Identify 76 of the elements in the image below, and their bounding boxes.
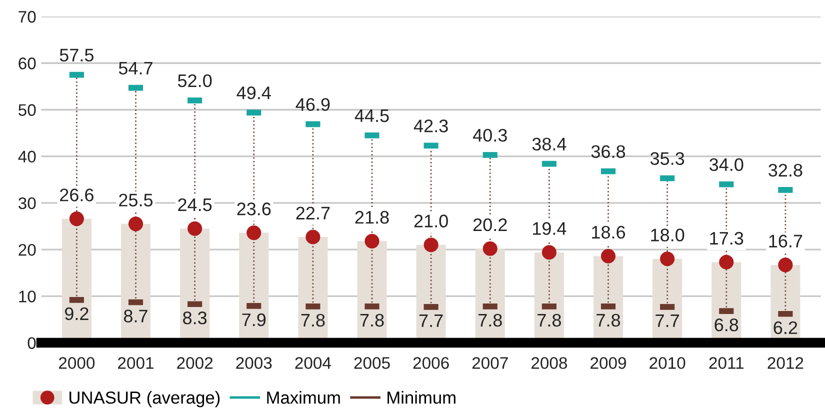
- x-tick-label: 2007: [472, 357, 508, 369]
- data-label: 7.8: [596, 314, 620, 327]
- y-tick-label: 70: [18, 10, 36, 23]
- data-label: 7.9: [242, 313, 266, 326]
- legend-label: Minimum: [388, 391, 456, 404]
- x-tick-label: 2005: [354, 357, 390, 369]
- data-label: 16.7: [769, 234, 802, 248]
- data-label: 18.0: [651, 228, 684, 242]
- data-label: 35.3: [650, 152, 684, 165]
- data-label: 36.8: [591, 145, 626, 158]
- data-label: 20.2: [473, 218, 507, 232]
- data-label: 42.3: [414, 120, 448, 132]
- x-tick-label: 2010: [650, 357, 686, 369]
- legend-label: Maximum: [267, 391, 340, 404]
- data-label: 24.5: [178, 198, 212, 212]
- point: [778, 258, 793, 272]
- point: [128, 216, 144, 232]
- data-label: 18.6: [592, 226, 626, 239]
- data-label: 44.5: [354, 109, 389, 122]
- data-label: 17.3: [710, 232, 744, 245]
- x-tick-label: 2011: [709, 357, 744, 369]
- y-tick-label: 50: [18, 104, 36, 116]
- data-label: 7.7: [656, 314, 679, 327]
- x-tick-label: 2008: [531, 357, 568, 369]
- data-label: 7.7: [419, 314, 443, 327]
- y-tick-label: 40: [18, 150, 36, 163]
- data-label: 6.2: [774, 321, 798, 334]
- point: [306, 230, 320, 244]
- y-tick-label: 0: [28, 337, 36, 349]
- data-label: 8.3: [183, 312, 207, 324]
- data-label: 34.0: [709, 158, 744, 172]
- data-label: 8.7: [124, 310, 148, 322]
- point: [69, 212, 84, 226]
- y-tick-label: 60: [18, 58, 36, 70]
- point: [719, 254, 734, 270]
- data-label: 21.8: [355, 210, 389, 224]
- data-label: 49.4: [236, 86, 271, 100]
- point: [364, 234, 380, 248]
- data-label: 7.8: [478, 314, 502, 327]
- x-tick-label: 2000: [58, 357, 95, 369]
- data-label: 46.9: [296, 98, 330, 111]
- x-tick-label: 2001: [118, 357, 154, 369]
- x-tick-label: 2009: [590, 357, 626, 369]
- point: [600, 248, 616, 264]
- data-label: 22.7: [296, 206, 330, 220]
- data-label: 6.8: [714, 318, 738, 332]
- point: [482, 241, 498, 256]
- data-label: 32.8: [768, 164, 802, 177]
- x-tick-label: 2006: [413, 357, 449, 369]
- data-label: 7.8: [538, 314, 561, 327]
- legend-label: UNASUR (average): [70, 391, 220, 408]
- data-label: 52.0: [178, 74, 212, 88]
- data-label: 19.4: [532, 222, 566, 235]
- data-label: 38.4: [532, 138, 566, 151]
- x-tick-label: 2002: [177, 357, 213, 369]
- data-label: 23.6: [237, 202, 271, 216]
- data-label: 7.8: [301, 314, 325, 327]
- y-tick-label: 20: [18, 244, 36, 256]
- x-tick-label: 2012: [768, 357, 804, 369]
- y-tick-label: 10: [19, 290, 36, 302]
- point: [246, 226, 262, 240]
- point: [424, 238, 438, 252]
- data-label: 40.3: [472, 128, 507, 142]
- data-label: 26.6: [60, 188, 94, 202]
- data-label: 7.8: [360, 314, 384, 327]
- data-label: 25.5: [119, 194, 153, 206]
- data-label: 54.7: [118, 62, 152, 75]
- x-tick-label: 2003: [236, 357, 272, 369]
- data-label: 57.5: [60, 48, 94, 62]
- y-tick-label: 30: [18, 197, 36, 210]
- x-tick-label: 2004: [295, 357, 331, 369]
- point: [542, 245, 556, 260]
- point: [188, 221, 202, 236]
- data-label: 9.2: [64, 307, 88, 320]
- point: [660, 252, 675, 266]
- data-label: 21.0: [414, 214, 448, 228]
